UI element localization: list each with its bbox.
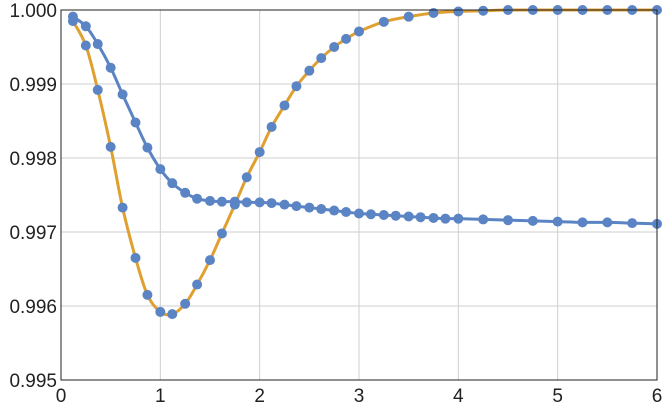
series-2-point (415, 212, 426, 223)
series-2-point (378, 209, 389, 220)
x-tick-label: 6 (652, 386, 663, 407)
series-2-point (105, 62, 116, 73)
series-2-point (453, 213, 464, 224)
y-tick-label: 0.998 (9, 149, 57, 170)
series-2-point (216, 196, 227, 207)
series-2-point (205, 195, 215, 206)
series-1-point (304, 65, 315, 76)
series-2-point (329, 205, 340, 216)
series-2-point (527, 215, 538, 226)
series-2-point (316, 204, 327, 215)
series-2-point (142, 142, 153, 153)
x-tick-label: 2 (254, 386, 265, 407)
series-1-point (254, 147, 265, 158)
series-1-point (428, 7, 439, 18)
series-1-point (341, 33, 352, 44)
series-1-point (105, 141, 116, 152)
series-1-point (130, 252, 141, 263)
series-2-point (577, 217, 588, 228)
series-1-point (266, 121, 277, 132)
tick-labels: 0 1 2 3 4 5 6 0.995 0.996 0.997 0.998 0.999 1.000 (9, 1, 662, 407)
y-tick-label: 0.996 (9, 297, 57, 318)
series-1-point (354, 26, 364, 37)
series-1-point (453, 6, 464, 17)
series-1-point (241, 172, 252, 183)
series-1-point (117, 202, 128, 213)
series-1-point (167, 309, 178, 320)
series-2-point (440, 213, 451, 224)
series-1-point (142, 289, 153, 300)
series-2-point (229, 196, 240, 207)
series-1-point (205, 255, 215, 266)
series-2-point (365, 209, 376, 220)
x-tick-label: 3 (354, 386, 365, 407)
series-1-point (155, 306, 166, 317)
series-layer (67, 5, 662, 320)
y-tick-label: 0.997 (9, 223, 57, 244)
series-1-point (92, 84, 103, 95)
series-2-point (627, 218, 638, 229)
y-tick-label: 0.995 (9, 371, 57, 392)
series-1-point (216, 228, 227, 239)
series-2-point (341, 207, 352, 218)
series-2-point (180, 187, 191, 198)
series-2-point (279, 199, 290, 210)
series-2-point (478, 214, 489, 225)
series-2-point (130, 117, 141, 128)
series-2-point (67, 11, 78, 22)
x-tick-label: 4 (453, 386, 464, 407)
x-tick-label: 0 (56, 386, 67, 407)
series-line-2 (72, 15, 658, 226)
series-2-point (117, 89, 128, 100)
series-2-point (503, 215, 513, 226)
series-1-point (291, 81, 302, 92)
series-2-point (390, 210, 401, 221)
series-1-point (403, 11, 414, 22)
x-tick-label: 5 (552, 386, 563, 407)
series-1-point (180, 298, 191, 309)
series-2-point (304, 202, 315, 213)
series-2-point (552, 216, 563, 227)
series-2-point (192, 193, 203, 204)
plot-frame (60, 9, 658, 381)
series-2-point (254, 197, 265, 208)
series-2-point (167, 178, 178, 189)
series-1-point (378, 16, 389, 27)
series-2-point (266, 198, 277, 209)
series-2-point (602, 217, 613, 228)
series-1-point (192, 279, 203, 290)
series-1-point (329, 42, 340, 52)
series-1-point (316, 53, 327, 64)
grid-lines (61, 10, 657, 380)
x-tick-label: 1 (155, 386, 166, 407)
series-2-point (155, 164, 166, 175)
series-2-point (80, 21, 91, 32)
series-2-point (241, 197, 252, 208)
series-2-point (291, 201, 302, 212)
series-2-point (354, 208, 364, 219)
series-1-point (478, 5, 489, 16)
series-1-point (279, 100, 290, 111)
series-2-point (92, 39, 103, 50)
series-2-point (403, 211, 414, 222)
y-tick-label: 1.000 (9, 1, 57, 22)
series-2-point (428, 212, 439, 223)
series-1-point (80, 40, 91, 51)
y-tick-label: 0.999 (9, 75, 57, 96)
